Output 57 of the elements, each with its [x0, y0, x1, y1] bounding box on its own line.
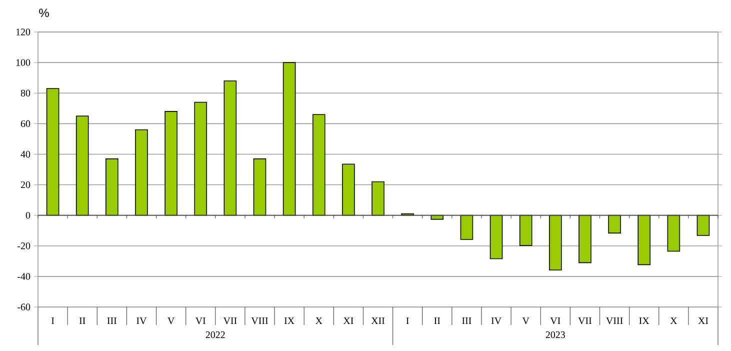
x-tick-label: IX	[284, 318, 294, 324]
x-tick-label: V	[522, 318, 530, 324]
bar	[549, 214, 562, 270]
x-tick-label: XI	[343, 318, 354, 324]
bar	[282, 62, 296, 216]
x-tick-label: VI	[195, 318, 206, 324]
y-tick-label: 120	[16, 28, 30, 36]
x-tick-label: I	[51, 318, 54, 324]
bar	[608, 214, 621, 234]
x-tick-label: VI	[550, 318, 560, 324]
x-tick-label: IV	[491, 318, 502, 324]
x-tick-label: IX	[639, 318, 650, 324]
bar	[312, 114, 326, 216]
x-tick-label: II	[434, 318, 440, 324]
bar	[342, 164, 355, 216]
x-tick-label: VIII	[606, 318, 623, 324]
text: 2022	[206, 331, 225, 338]
bar	[194, 102, 208, 216]
x-tick-label: XII	[371, 318, 385, 324]
x-tick-label: VII	[578, 318, 592, 324]
x-tick-label: I	[406, 318, 409, 324]
x-tick-label: VIII	[251, 318, 268, 324]
x-tick-label: XI	[698, 318, 708, 324]
bar	[578, 214, 592, 264]
x-tick-label: IV	[136, 318, 147, 324]
y-tick-label: -40	[18, 273, 30, 280]
x-tick-label: VII	[223, 318, 237, 324]
x-tick-label: V	[168, 318, 175, 324]
bar	[372, 181, 384, 216]
y-tick-label: -20	[18, 242, 30, 250]
bar	[46, 88, 60, 216]
y-tick-label: 0	[26, 212, 30, 219]
x-tick-label: X	[316, 318, 322, 324]
y-tick-label: 20	[20, 181, 30, 188]
bar	[164, 111, 178, 216]
x-tick-label: II	[79, 318, 86, 324]
bar	[667, 214, 680, 252]
bar	[106, 158, 118, 216]
x-tick-label: III	[462, 318, 472, 324]
y-tick-label: 100	[16, 59, 30, 66]
bar	[490, 214, 503, 260]
y-tick-label: 80	[20, 90, 30, 96]
text: 2023	[546, 331, 565, 338]
y-tick-label: -60	[18, 304, 30, 310]
bar	[224, 80, 237, 216]
x-tick-label: III	[107, 318, 117, 324]
bar	[519, 214, 532, 246]
y-tick-label: 60	[20, 120, 30, 128]
x-tick-label: X	[670, 318, 678, 324]
y-tick-label: 40	[20, 150, 30, 158]
bar	[76, 116, 89, 216]
y-axis-title: %	[39, 8, 49, 18]
bar	[638, 214, 650, 266]
bar	[253, 158, 266, 216]
bar	[696, 214, 710, 236]
bar	[135, 129, 148, 216]
bar	[460, 214, 474, 240]
